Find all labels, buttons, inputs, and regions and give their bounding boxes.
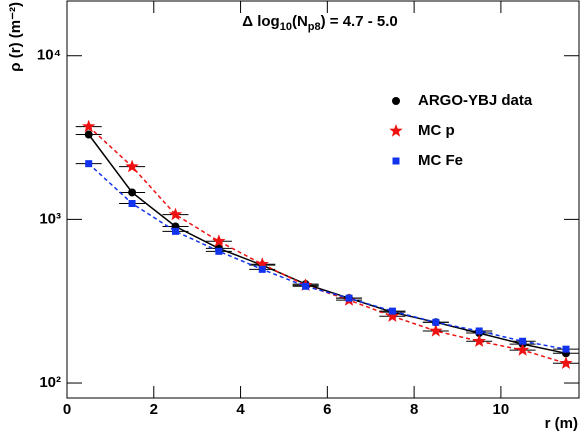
x-tick-label: 4: [236, 401, 245, 418]
y-tick-label: 10⁴: [37, 47, 61, 64]
point: [85, 160, 93, 168]
fit-curve: [88, 134, 567, 355]
annotation-part: (N: [292, 13, 308, 30]
point: [429, 324, 443, 337]
x-tick-label: 6: [323, 401, 331, 418]
point: [84, 130, 93, 139]
legend-label: MC Fe: [418, 152, 463, 169]
annotation-subscript: 10: [280, 21, 292, 33]
point: [559, 356, 573, 369]
x-axis-label: r (m): [545, 415, 578, 432]
x-tick-label: 8: [410, 401, 418, 418]
annotation-subscript: p8: [308, 21, 321, 33]
point: [215, 247, 223, 255]
plot-frame: [66, 0, 580, 399]
point: [519, 337, 527, 345]
point: [515, 343, 530, 356]
point: [171, 227, 179, 235]
fit-curve: [88, 126, 567, 365]
y-tick-label: 10²: [39, 374, 61, 391]
point: [475, 327, 483, 335]
point: [385, 309, 400, 322]
point: [212, 234, 226, 247]
point: [82, 119, 96, 133]
x-tick-label: 2: [150, 401, 158, 418]
point: [432, 318, 440, 326]
annotation-part: ) = 4.7 - 5.0: [321, 13, 398, 30]
legend-label: MC p: [418, 122, 455, 139]
annotation-part: Δ log: [242, 13, 279, 30]
point: [472, 334, 486, 347]
legend-marker: [392, 97, 400, 105]
point: [302, 282, 310, 290]
y-axis-label: ρ (r) (m⁻²): [7, 2, 24, 72]
x-tick-label: 0: [63, 401, 71, 418]
point: [168, 207, 183, 221]
point: [562, 345, 570, 353]
point: [258, 265, 266, 273]
point: [255, 257, 269, 270]
fit-curve: [88, 163, 567, 350]
legend-label: ARGO-YBJ data: [418, 92, 533, 109]
legend-marker: [389, 124, 403, 137]
point: [345, 294, 353, 302]
annotation: Δ log10(Np8) = 4.7 - 5.0: [242, 13, 398, 33]
y-tick-label: 10³: [39, 210, 61, 227]
point: [125, 159, 139, 173]
legend-marker: [392, 157, 400, 165]
point: [128, 200, 136, 208]
x-tick-label: 10: [493, 401, 510, 418]
point: [388, 307, 396, 315]
point: [128, 188, 137, 197]
